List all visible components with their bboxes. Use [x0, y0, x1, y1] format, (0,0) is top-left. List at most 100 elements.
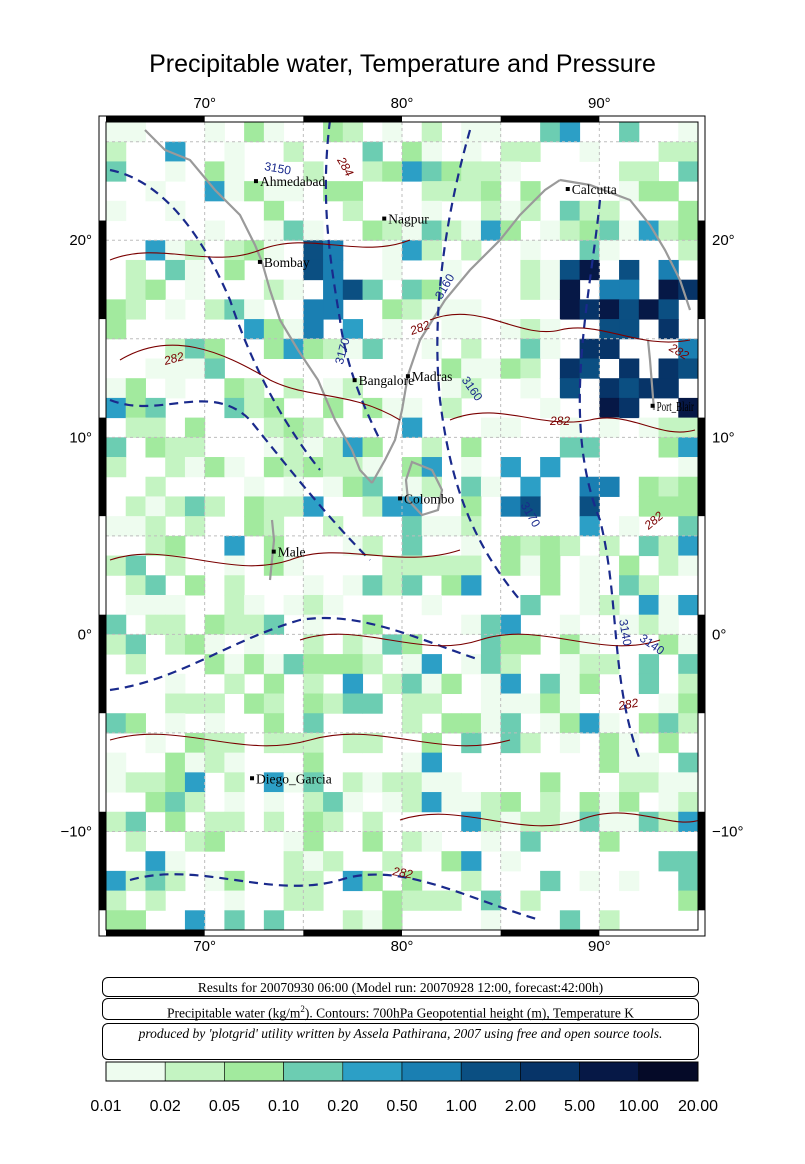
pw-cell — [619, 397, 640, 419]
geopotential-contour-label: 3170 — [332, 336, 353, 366]
pw-cell — [362, 279, 383, 300]
pw-cell — [263, 319, 285, 340]
pw-cell — [520, 496, 541, 517]
pw-cell — [362, 141, 383, 162]
pw-cell — [323, 654, 344, 675]
city-label[interactable]: Bombay — [264, 255, 310, 270]
pw-cell — [500, 220, 521, 241]
city-label[interactable]: Nagpur — [388, 212, 429, 227]
pw-cell — [441, 358, 462, 379]
pw-cell — [599, 713, 620, 734]
pw-cell — [125, 516, 146, 537]
pw-cell — [678, 792, 699, 813]
axis-tick-labels: 70° 70° 80° 80° 90° 90° 20° 20° 10° 10° 0° 0° −10° −1… — [61, 95, 744, 955]
pw-cell — [382, 319, 403, 340]
pw-cell — [599, 378, 620, 399]
city-label[interactable]: Bangalore — [359, 373, 414, 388]
pw-cell — [559, 693, 581, 714]
pw-cell — [125, 634, 146, 655]
temperature-contour-label: 282 — [616, 696, 639, 713]
pw-cell — [559, 437, 581, 458]
pw-cell — [461, 338, 482, 359]
pw-cell — [165, 358, 186, 379]
pw-cell — [263, 181, 285, 202]
pw-cell — [402, 752, 423, 773]
pw-cell — [342, 634, 364, 655]
pw-cell — [559, 634, 581, 655]
city-label[interactable]: Male — [278, 545, 306, 560]
pw-cell — [283, 457, 304, 478]
city-label[interactable]: Port_Blair — [657, 399, 695, 414]
pw-cell — [540, 457, 561, 478]
pw-cell — [619, 220, 640, 241]
pw-cell — [382, 220, 403, 241]
pw-cell — [599, 476, 620, 497]
pw-cell — [441, 673, 462, 695]
pw-cell — [500, 614, 521, 635]
pw-cell — [520, 476, 541, 497]
pw-cell — [303, 594, 324, 616]
pw-cell — [480, 673, 502, 695]
pw-cell — [402, 397, 423, 419]
pw-cell — [283, 181, 304, 202]
pw-cell — [303, 811, 324, 832]
city-label[interactable]: Madras — [412, 369, 453, 384]
pw-cell — [461, 870, 482, 892]
pw-cell — [224, 181, 245, 202]
pw-cell — [441, 713, 462, 734]
pw-cell — [619, 516, 640, 537]
pw-cell — [678, 654, 699, 675]
pw-cell — [658, 299, 679, 320]
pw-cell — [441, 259, 462, 281]
pw-cell — [619, 299, 640, 320]
pw-cell — [263, 200, 285, 222]
pw-cell — [520, 240, 541, 261]
pw-cell — [224, 299, 245, 320]
pw-cell — [421, 831, 442, 852]
pw-cell — [520, 594, 541, 616]
pw-cell — [342, 792, 364, 813]
pw-cell — [579, 141, 600, 162]
pw-cell — [106, 772, 127, 793]
pw-cell — [500, 654, 521, 675]
temperature-contour-label: 282 — [407, 318, 432, 338]
pw-cell — [500, 713, 521, 734]
pw-cell — [382, 161, 403, 182]
pw-cell — [184, 417, 206, 438]
pw-cell — [283, 141, 304, 162]
pw-cell — [382, 299, 403, 320]
pw-cell — [184, 516, 206, 537]
pw-cell — [402, 161, 423, 182]
pw-cell — [480, 200, 502, 222]
pw-cell — [599, 831, 620, 852]
pw-cell — [421, 122, 442, 143]
city-label[interactable]: Ahmedabad — [260, 174, 325, 189]
pw-cell — [619, 358, 640, 379]
pw-cell — [559, 614, 581, 635]
pw-cell — [402, 890, 423, 911]
pw-cell — [263, 516, 285, 537]
pw-cell — [362, 535, 383, 557]
pw-cell — [303, 299, 324, 320]
temperature-contour-line — [449, 412, 696, 433]
pw-cell — [579, 555, 600, 576]
geopotential-contour-line — [109, 398, 371, 561]
pw-cell — [658, 181, 679, 202]
pw-cell — [678, 851, 699, 872]
pw-cell — [678, 437, 699, 458]
pw-cell — [461, 476, 482, 497]
pw-cell — [619, 732, 640, 754]
city-label[interactable]: Calcutta — [572, 182, 617, 197]
pw-cell — [244, 181, 265, 202]
pw-cell — [303, 417, 324, 438]
city-label[interactable]: Colombo — [404, 491, 455, 506]
pw-cell — [461, 851, 482, 872]
pw-cell — [638, 594, 660, 616]
pw-cell — [638, 161, 660, 182]
lon-tick-label-bottom: 90° — [588, 938, 611, 955]
city-label[interactable]: Diego_Garcia — [256, 771, 332, 786]
pw-cell — [638, 654, 660, 675]
pw-cell — [480, 654, 502, 675]
pw-cell — [421, 220, 442, 241]
